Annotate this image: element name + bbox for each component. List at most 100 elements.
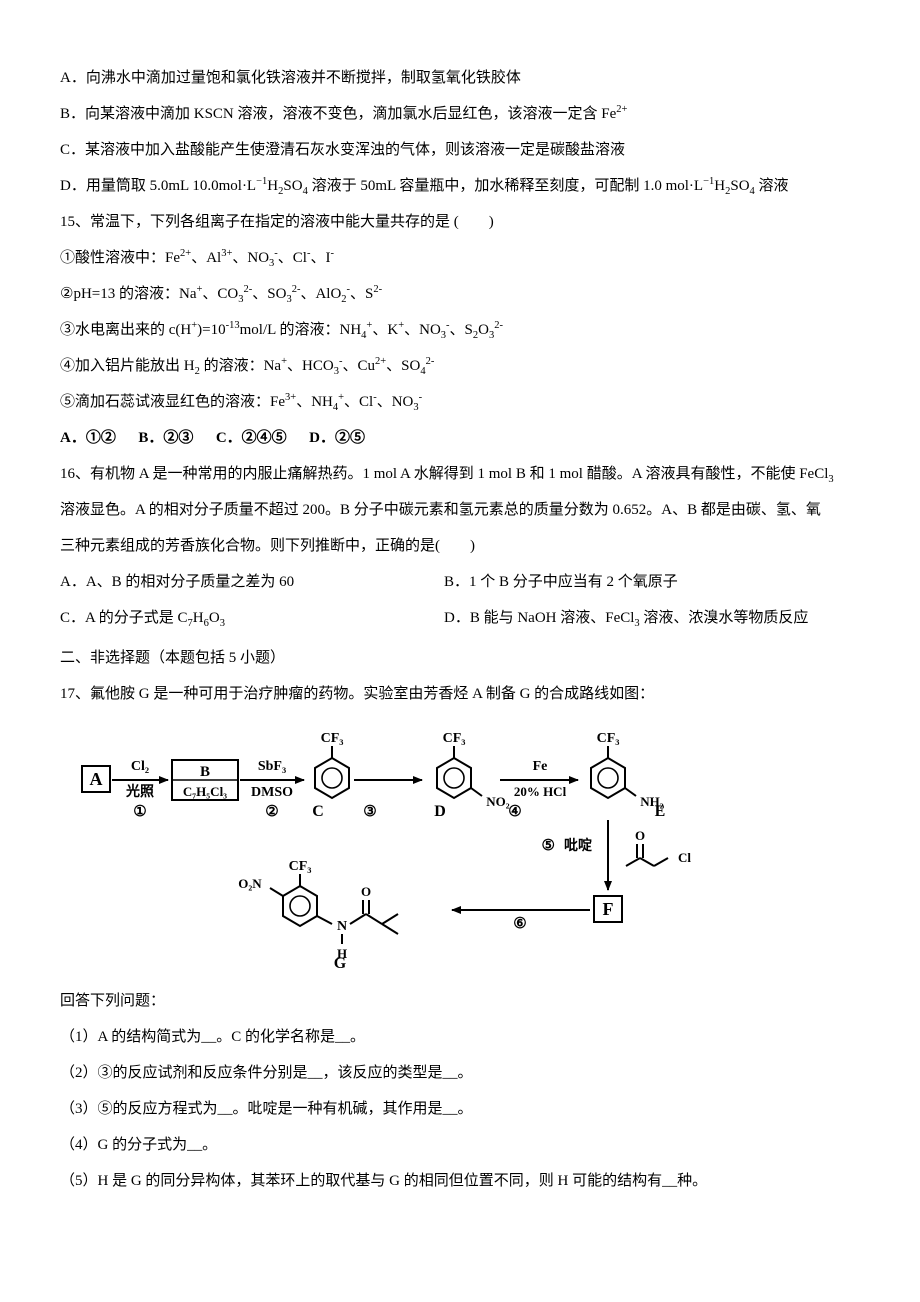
- svg-text:C: C: [312, 803, 324, 820]
- text: 、AlO: [300, 286, 341, 302]
- q15-stem: 15、常温下，下列各组离子在指定的溶液中能大量共存的是 ( ): [60, 204, 860, 240]
- charge: 2+: [616, 104, 627, 115]
- q16-option-d: D．B 能与 NaOH 溶液、FeCl3 溶液、浓溴水等物质反应: [444, 600, 808, 636]
- svg-text:⑥: ⑥: [513, 916, 526, 932]
- svg-text:①: ①: [133, 804, 146, 820]
- text: D．B 能与 NaOH 溶液、FeCl: [444, 610, 634, 626]
- text: 、NO: [404, 322, 441, 338]
- q14-option-a: A．向沸水中滴加过量饱和氯化铁溶液并不断搅拌，制取氢氧化铁胶体: [60, 60, 860, 96]
- svg-text:Cl₂: Cl₂: [131, 759, 149, 774]
- sub: 2: [341, 294, 346, 305]
- text: H: [714, 178, 725, 194]
- q15-item-5: ⑤滴加石蕊试液显红色的溶液：Fe3+、NH4+、Cl-、NO3-: [60, 384, 860, 420]
- svg-text:③: ③: [363, 804, 376, 820]
- svg-text:N: N: [337, 919, 347, 934]
- charge: 2+: [375, 356, 386, 367]
- text: 、NO: [232, 250, 269, 266]
- text: ①酸性溶液中：Fe: [60, 250, 180, 266]
- charge: 3+: [285, 392, 296, 403]
- svg-text:NO₂: NO₂: [486, 794, 510, 809]
- charge: 2-: [373, 284, 382, 295]
- q16-stem-line2: 溶液显色。A 的相对分子质量不超过 200。B 分子中碳元素和氢元素总的质量分数…: [60, 492, 860, 528]
- svg-text:④: ④: [508, 804, 521, 820]
- svg-text:O₂N: O₂N: [238, 876, 262, 891]
- svg-text:O: O: [635, 828, 645, 843]
- text: 、SO: [386, 358, 420, 374]
- text: 、S: [450, 322, 473, 338]
- text: 、SO: [252, 286, 286, 302]
- q14-option-b: B．向某溶液中滴加 KSCN 溶液，溶液不变色，滴加氯水后显红色，该溶液一定含 …: [60, 96, 860, 132]
- q16-option-b: B．1 个 B 分子中应当有 2 个氧原子: [444, 564, 678, 600]
- text: 、Al: [191, 250, 221, 266]
- text: 、Cl: [344, 394, 373, 410]
- text: 、NH: [296, 394, 333, 410]
- svg-text:DMSO: DMSO: [251, 785, 293, 800]
- svg-text:G: G: [334, 955, 347, 972]
- text: 、Cl: [278, 250, 307, 266]
- svg-text:F: F: [603, 899, 614, 919]
- svg-text:E: E: [655, 803, 666, 820]
- sub: 3: [238, 294, 243, 305]
- text: C．A 的分子式是 C: [60, 610, 188, 626]
- text: 的溶液：Na: [200, 358, 281, 374]
- exp: −1: [703, 176, 714, 187]
- svg-text:CF₃: CF₃: [597, 731, 620, 746]
- svg-text:CF₃: CF₃: [443, 731, 466, 746]
- q15-item-2: ②pH=13 的溶液：Na+、CO32-、SO32-、AlO2-、S2-: [60, 276, 860, 312]
- text: 溶液: [755, 178, 789, 194]
- q17-part-3: （3）⑤的反应方程式为__。吡啶是一种有机碱，其作用是__。: [60, 1091, 860, 1127]
- q17-part-2: （2）③的反应试剂和反应条件分别是__，该反应的类型是__。: [60, 1055, 860, 1091]
- svg-text:O: O: [361, 884, 371, 899]
- sub: 4: [333, 402, 338, 413]
- sub: 3: [828, 474, 833, 485]
- text: 、NO: [377, 394, 414, 410]
- q17-synthesis-figure: A Cl₂ 光照 ① B C₇H₅Cl₃ SbF₃ DMSO ② CF₃ C ③…: [60, 720, 860, 975]
- q17-part-4: （4）G 的分子式为__。: [60, 1127, 860, 1163]
- svg-text:吡啶: 吡啶: [564, 837, 592, 854]
- text: O: [209, 610, 220, 626]
- text: 、CO: [202, 286, 238, 302]
- text: mol/L 的溶液：NH: [240, 322, 362, 338]
- text: )=10: [197, 322, 225, 338]
- exp: −1: [256, 176, 267, 187]
- charge: 2-: [426, 356, 435, 367]
- sub: 4: [420, 366, 425, 377]
- text: D．用量筒取 5.0mL 10.0mol·L: [60, 178, 256, 194]
- sub: 4: [361, 330, 366, 341]
- exp: -13: [226, 320, 240, 331]
- svg-text:光照: 光照: [125, 783, 154, 800]
- q14-option-d: D．用量筒取 5.0mL 10.0mol·L−1H2SO4 溶液于 50mL 容…: [60, 168, 860, 204]
- charge: 2-: [494, 320, 503, 331]
- text: SO: [283, 178, 302, 194]
- q17-answer-header: 回答下列问题：: [60, 983, 860, 1019]
- q16-stem-line3: 三种元素组成的芳香族化合物。则下列推断中，正确的是( ): [60, 528, 860, 564]
- sub: 3: [269, 258, 274, 269]
- q15-item-4: ④加入铝片能放出 H2 的溶液：Na+、HCO3-、Cu2+、SO42-: [60, 348, 860, 384]
- svg-text:B: B: [200, 764, 210, 780]
- q14-option-c: C．某溶液中加入盐酸能产生使澄清石灰水变浑浊的气体，则该溶液一定是碳酸盐溶液: [60, 132, 860, 168]
- svg-text:SbF₃: SbF₃: [258, 759, 286, 774]
- svg-text:20% HCl: 20% HCl: [514, 784, 567, 799]
- text: 、S: [350, 286, 373, 302]
- q15-item-3: ③水电离出来的 c(H+)=10-13mol/L 的溶液：NH4+、K+、NO3…: [60, 312, 860, 348]
- text: O: [478, 322, 489, 338]
- text: 溶液、浓溴水等物质反应: [640, 610, 809, 626]
- text: ④加入铝片能放出 H: [60, 358, 195, 374]
- q16-stem-line1: 16、有机物 A 是一种常用的内服止痛解热药。1 mol A 水解得到 1 mo…: [60, 456, 860, 492]
- q16-option-a: A．A、B 的相对分子质量之差为 60: [60, 564, 444, 600]
- sub: 3: [413, 402, 418, 413]
- svg-text:②: ②: [265, 804, 278, 820]
- text: 、HCO: [287, 358, 334, 374]
- text: ③水电离出来的 c(H: [60, 322, 191, 338]
- charge: 3+: [221, 248, 232, 259]
- q17-part-1: （1）A 的结构简式为__。C 的化学名称是__。: [60, 1019, 860, 1055]
- svg-text:D: D: [434, 803, 446, 820]
- text: H: [193, 610, 204, 626]
- text: 16、有机物 A 是一种常用的内服止痛解热药。1 mol A 水解得到 1 mo…: [60, 466, 828, 482]
- charge: -: [330, 248, 334, 259]
- charge: -: [419, 392, 423, 403]
- text: 、K: [372, 322, 398, 338]
- charge: 2-: [244, 284, 253, 295]
- svg-text:C₇H₅Cl₃: C₇H₅Cl₃: [183, 784, 227, 799]
- svg-text:⑤: ⑤: [542, 838, 555, 854]
